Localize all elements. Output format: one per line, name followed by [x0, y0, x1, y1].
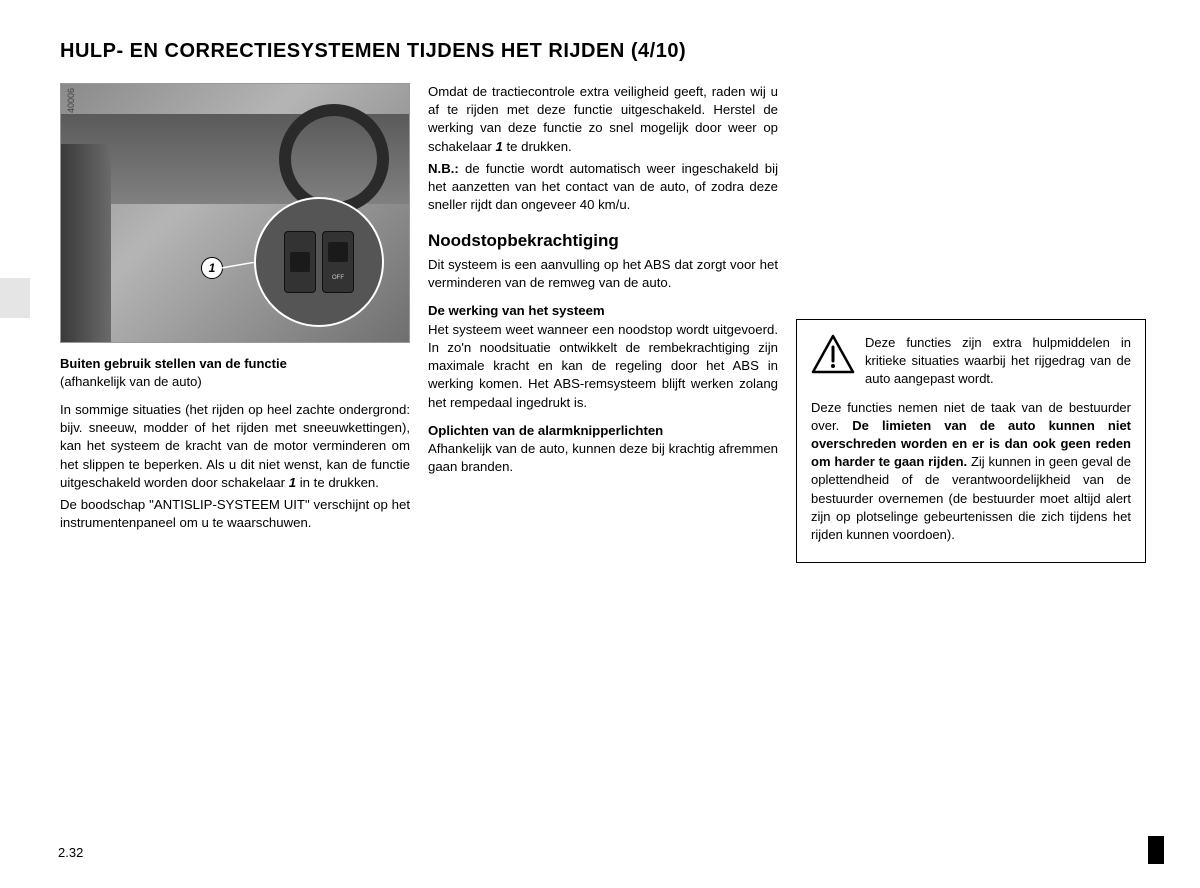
col2-para2: Dit systeem is een aanvulling op het ABS…: [428, 256, 778, 292]
col1-p1-num: 1: [289, 475, 296, 490]
caption-regular: (afhankelijk van de auto): [60, 373, 410, 391]
warning-body: Deze functies nemen niet de taak van de …: [811, 399, 1131, 545]
page-number: 2.32: [58, 845, 83, 860]
col2-p1a: Omdat de tractiecontrole extra veilighei…: [428, 84, 778, 154]
warning-icon: [811, 334, 855, 389]
column-3: Deze functies zijn extra hulpmiddelen in…: [796, 83, 1146, 563]
interior-figure: 40006 1 OFF: [60, 83, 410, 343]
col2-nb: N.B.: de functie wordt automatisch weer …: [428, 160, 778, 215]
col2-para3: Het systeem weet wanneer een noodstop wo…: [428, 321, 778, 412]
figure-caption: Buiten gebruik stellen van de functie (a…: [60, 355, 410, 391]
page-title: HULP- EN CORRECTIESYSTEMEN TIJDENS HET R…: [40, 40, 1160, 63]
subheading-werking: De werking van het systeem: [428, 302, 778, 320]
title-main: HULP- EN CORRECTIESYSTEMEN TIJDENS HET R…: [60, 40, 625, 62]
col1-para1: In sommige situaties (het rijden op heel…: [60, 401, 410, 492]
col1-para2: De boodschap "ANTISLIP-SYSTEEM UIT" vers…: [60, 496, 410, 532]
manual-page: HULP- EN CORRECTIESYSTEMEN TIJDENS HET R…: [0, 0, 1200, 888]
section-heading-noodstop: Noodstopbekrachtiging: [428, 229, 778, 252]
callout-number-1: 1: [201, 257, 223, 279]
switch-right: OFF: [322, 231, 354, 293]
col2-para1: Omdat de tractiecontrole extra veilighei…: [428, 83, 778, 156]
col2-p1-num: 1: [495, 139, 502, 154]
switch-detail-inset: OFF: [254, 197, 384, 327]
switch-left: [284, 231, 316, 293]
page-marker: [1148, 836, 1164, 864]
content-columns: 40006 1 OFF: [40, 83, 1160, 563]
nb-label: N.B.:: [428, 161, 459, 176]
nb-text: de functie wordt automatisch weer ingesc…: [428, 161, 778, 212]
warning-intro: Deze functies zijn extra hulpmiddelen in…: [865, 334, 1131, 389]
col2-p1b: te drukken.: [503, 139, 572, 154]
column-2: Omdat de tractiecontrole extra veilighei…: [428, 83, 778, 563]
caption-bold: Buiten gebruik stellen van de functie: [60, 355, 410, 373]
col2-para4: Afhankelijk van de auto, kunnen deze bij…: [428, 440, 778, 476]
column-1: 40006 1 OFF: [60, 83, 410, 563]
title-page-indicator: (4/10): [631, 40, 686, 62]
warning-box: Deze functies zijn extra hulpmiddelen in…: [796, 319, 1146, 563]
col1-p1b: in te drukken.: [296, 475, 379, 490]
subheading-oplichten: Oplichten van de alarmknipperlichten: [428, 422, 778, 440]
warning-header: Deze functies zijn extra hulpmiddelen in…: [811, 334, 1131, 389]
